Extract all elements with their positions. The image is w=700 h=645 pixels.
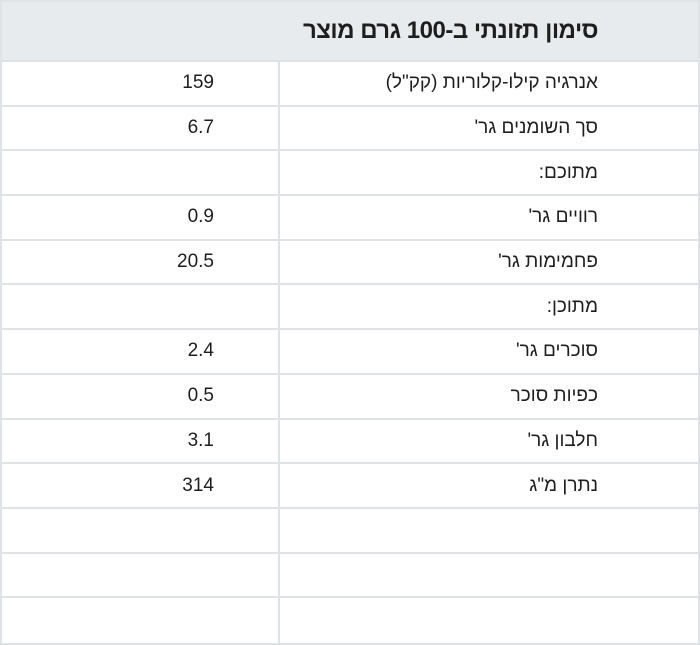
table-row: 20.5 פחמימות גר' bbox=[2, 240, 698, 286]
value-cell: 314 bbox=[2, 464, 280, 507]
value-cell bbox=[2, 598, 280, 643]
label-cell: מתוכם: bbox=[538, 161, 598, 183]
label-cell: חלבון גר' bbox=[527, 429, 598, 451]
value-cell: 2.4 bbox=[2, 330, 280, 373]
table-row bbox=[2, 508, 698, 554]
table-row: 0.5 כפיות סוכר bbox=[2, 374, 698, 420]
table-row: מתוכן: bbox=[2, 285, 698, 331]
table-row bbox=[2, 598, 698, 643]
table-header: סימון תזונתי ב-100 גרם מוצר bbox=[2, 2, 698, 62]
table-row: מתוכם: bbox=[2, 151, 698, 197]
value-cell: 3.1 bbox=[2, 419, 280, 463]
label-cell: סוכרים גר' bbox=[515, 340, 598, 362]
header-title: סימון תזונתי ב-100 גרם מוצר bbox=[302, 17, 599, 44]
table-row: 2.4 סוכרים גר' bbox=[2, 330, 698, 375]
table-row: 6.7 סך השומנים גר' bbox=[2, 106, 698, 152]
value-cell: 0.5 bbox=[2, 374, 280, 418]
label-cell: מתוכן: bbox=[546, 295, 598, 317]
value-cell: 20.5 bbox=[2, 240, 280, 284]
label-cell: סך השומנים גר' bbox=[474, 117, 598, 139]
value-cell: 6.7 bbox=[2, 106, 280, 150]
table-row: 314 נתרן מ"ג bbox=[2, 464, 698, 509]
label-cell: אנרגיה קילו-קלוריות (קק"ל) bbox=[385, 72, 598, 94]
value-cell bbox=[2, 553, 280, 597]
value-cell: 159 bbox=[2, 62, 280, 105]
table-row bbox=[2, 553, 698, 599]
value-cell bbox=[2, 508, 280, 552]
label-cell: נתרן מ"ג bbox=[529, 474, 598, 496]
label-cell: רוויים גר' bbox=[528, 206, 599, 228]
table-row: 0.9 רוויים גר' bbox=[2, 196, 698, 241]
value-cell: 0.9 bbox=[2, 196, 280, 239]
table-row: 3.1 חלבון גר' bbox=[2, 419, 698, 465]
value-cell bbox=[2, 285, 280, 329]
label-cell bbox=[280, 509, 698, 552]
label-cell bbox=[280, 554, 698, 597]
label-cell bbox=[280, 598, 698, 643]
label-cell: פחמימות גר' bbox=[498, 251, 598, 273]
label-cell: כפיות סוכר bbox=[510, 385, 598, 407]
table-row: 159 אנרגיה קילו-קלוריות (קק"ל) bbox=[2, 62, 698, 107]
value-cell bbox=[2, 151, 280, 195]
